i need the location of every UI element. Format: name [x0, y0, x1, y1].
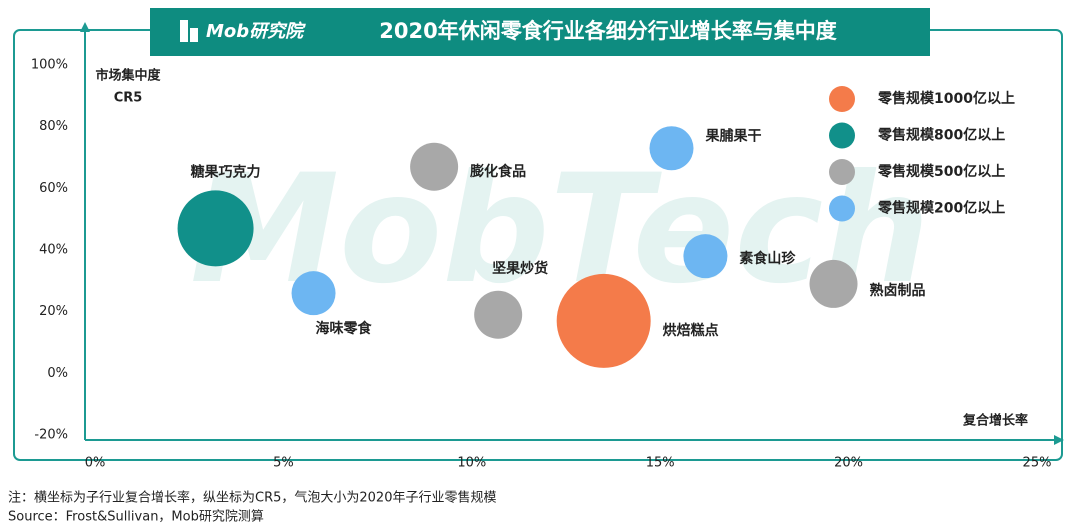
- logo-icon: [190, 28, 198, 42]
- legend-marker: [829, 195, 855, 222]
- x-tick-label: 0%: [85, 456, 106, 471]
- y-tick-label: 80%: [39, 119, 68, 134]
- y-axis-label: 市场集中度: [95, 68, 161, 84]
- title-bar: [150, 8, 930, 56]
- y-tick-label: 0%: [47, 366, 68, 381]
- y-tick-label: -20%: [34, 428, 68, 443]
- bubble-label: 膨化食品: [470, 163, 526, 180]
- bubble: [410, 142, 459, 191]
- y-arrow: [80, 22, 90, 32]
- y-tick-label: 100%: [31, 58, 68, 73]
- bubble: [649, 126, 694, 171]
- y-axis-label: CR5: [114, 91, 143, 106]
- x-axis-label: 复合增长率: [962, 413, 1028, 429]
- bubble-label: 坚果炒货: [492, 260, 548, 277]
- x-tick-label: 20%: [834, 456, 863, 471]
- note: 注：横坐标为子行业复合增长率，纵坐标为CR5，气泡大小为2020年子行业零售规模: [8, 490, 496, 506]
- y-tick-label: 60%: [39, 181, 68, 196]
- legend-label: 零售规模200亿以上: [877, 200, 1005, 217]
- x-tick-label: 15%: [646, 456, 675, 471]
- brand: Mob研究院: [206, 21, 306, 42]
- x-tick-label: 5%: [273, 456, 294, 471]
- bubble: [556, 273, 651, 368]
- bubble-label: 糖果巧克力: [191, 163, 261, 180]
- legend-marker: [829, 86, 855, 112]
- bubble: [291, 271, 336, 316]
- y-tick-label: 20%: [39, 304, 68, 319]
- x-tick-label: 25%: [1023, 456, 1052, 471]
- bubble: [177, 190, 254, 267]
- bubble: [474, 290, 523, 339]
- chart-title: 2020年休闲零食行业各细分行业增长率与集中度: [379, 19, 836, 43]
- bubble: [809, 259, 858, 308]
- bubble-label: 果脯果干: [705, 127, 762, 144]
- x-arrow: [1054, 435, 1064, 445]
- bubble: [683, 234, 728, 279]
- y-tick-label: 40%: [39, 243, 68, 258]
- legend-label: 零售规模1000亿以上: [877, 90, 1015, 107]
- legend-label: 零售规模500亿以上: [877, 163, 1005, 180]
- bubble-label: 素食山珍: [739, 250, 796, 267]
- legend-marker: [829, 159, 855, 185]
- bubble-label: 海味零食: [316, 320, 373, 337]
- legend-marker: [829, 122, 855, 149]
- x-tick-label: 10%: [457, 456, 486, 471]
- source: Source：Frost&Sullivan，Mob研究院测算: [8, 510, 264, 525]
- bubble-label: 熟卤制品: [870, 282, 926, 299]
- bubble-label: 烘焙糕点: [663, 322, 719, 339]
- legend-label: 零售规模800亿以上: [877, 127, 1005, 144]
- logo-icon: [180, 20, 188, 42]
